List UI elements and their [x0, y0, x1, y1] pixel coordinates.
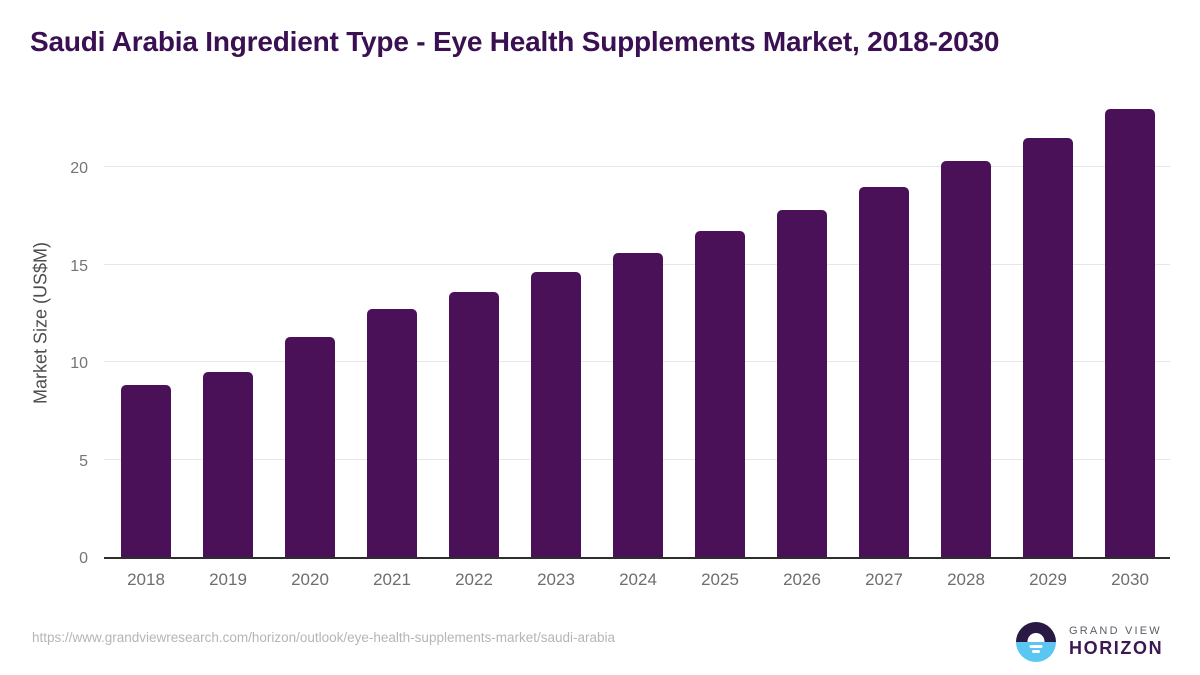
logo-text: GRAND VIEW HORIZON [1069, 625, 1163, 659]
horizon-logo-icon [1016, 622, 1056, 662]
x-axis-label-2025: 2025 [701, 570, 739, 589]
plot-area [104, 100, 1170, 559]
x-axis-label-2027: 2027 [865, 570, 903, 589]
bar-2020[interactable] [285, 336, 335, 557]
y-tick-label-10: 10 [70, 355, 88, 372]
x-axis-label-2029: 2029 [1029, 570, 1067, 589]
bar-2028[interactable] [941, 161, 991, 557]
logo-dome-shape [1027, 633, 1045, 642]
source-url: https://www.grandviewresearch.com/horizo… [32, 630, 616, 645]
logo-text-grand-view: GRAND VIEW [1069, 625, 1162, 637]
logo-horizon-line [1032, 650, 1040, 653]
logo-text-horizon: HORIZON [1069, 638, 1164, 658]
x-axis-label-2026: 2026 [783, 570, 821, 589]
logo-horizon-line [1029, 645, 1043, 648]
bar-2025[interactable] [695, 231, 745, 557]
x-axis-label-2019: 2019 [209, 570, 247, 589]
x-axis-label-2024: 2024 [619, 570, 657, 589]
bar-2024[interactable] [613, 252, 663, 557]
bar-2019[interactable] [203, 371, 253, 557]
x-axis-label-2021: 2021 [373, 570, 411, 589]
y-tick-label-20: 20 [70, 160, 88, 177]
bar-2023[interactable] [531, 272, 581, 557]
y-tick-label-15: 15 [70, 257, 88, 275]
gridline-20 [104, 166, 1170, 167]
x-axis-label-2018: 2018 [127, 570, 165, 589]
y-tick-label-5: 5 [79, 452, 88, 470]
bar-2018[interactable] [121, 385, 171, 557]
x-axis-label-2022: 2022 [455, 570, 493, 589]
bar-2027[interactable] [859, 186, 909, 557]
x-axis-label-2023: 2023 [537, 570, 575, 589]
bar-2021[interactable] [367, 309, 417, 557]
bar-2029[interactable] [1023, 137, 1073, 557]
x-axis-label-2030: 2030 [1111, 570, 1149, 589]
bar-2026[interactable] [777, 209, 827, 557]
grand-view-horizon-logo: GRAND VIEW HORIZON [1016, 622, 1163, 662]
y-tick-label-0: 0 [79, 550, 88, 567]
x-axis-label-2028: 2028 [947, 570, 985, 589]
bar-2022[interactable] [449, 291, 499, 557]
bar-2030[interactable] [1105, 108, 1155, 557]
x-axis-label-2020: 2020 [291, 570, 329, 589]
chart-title: Saudi Arabia Ingredient Type - Eye Healt… [30, 26, 1000, 57]
